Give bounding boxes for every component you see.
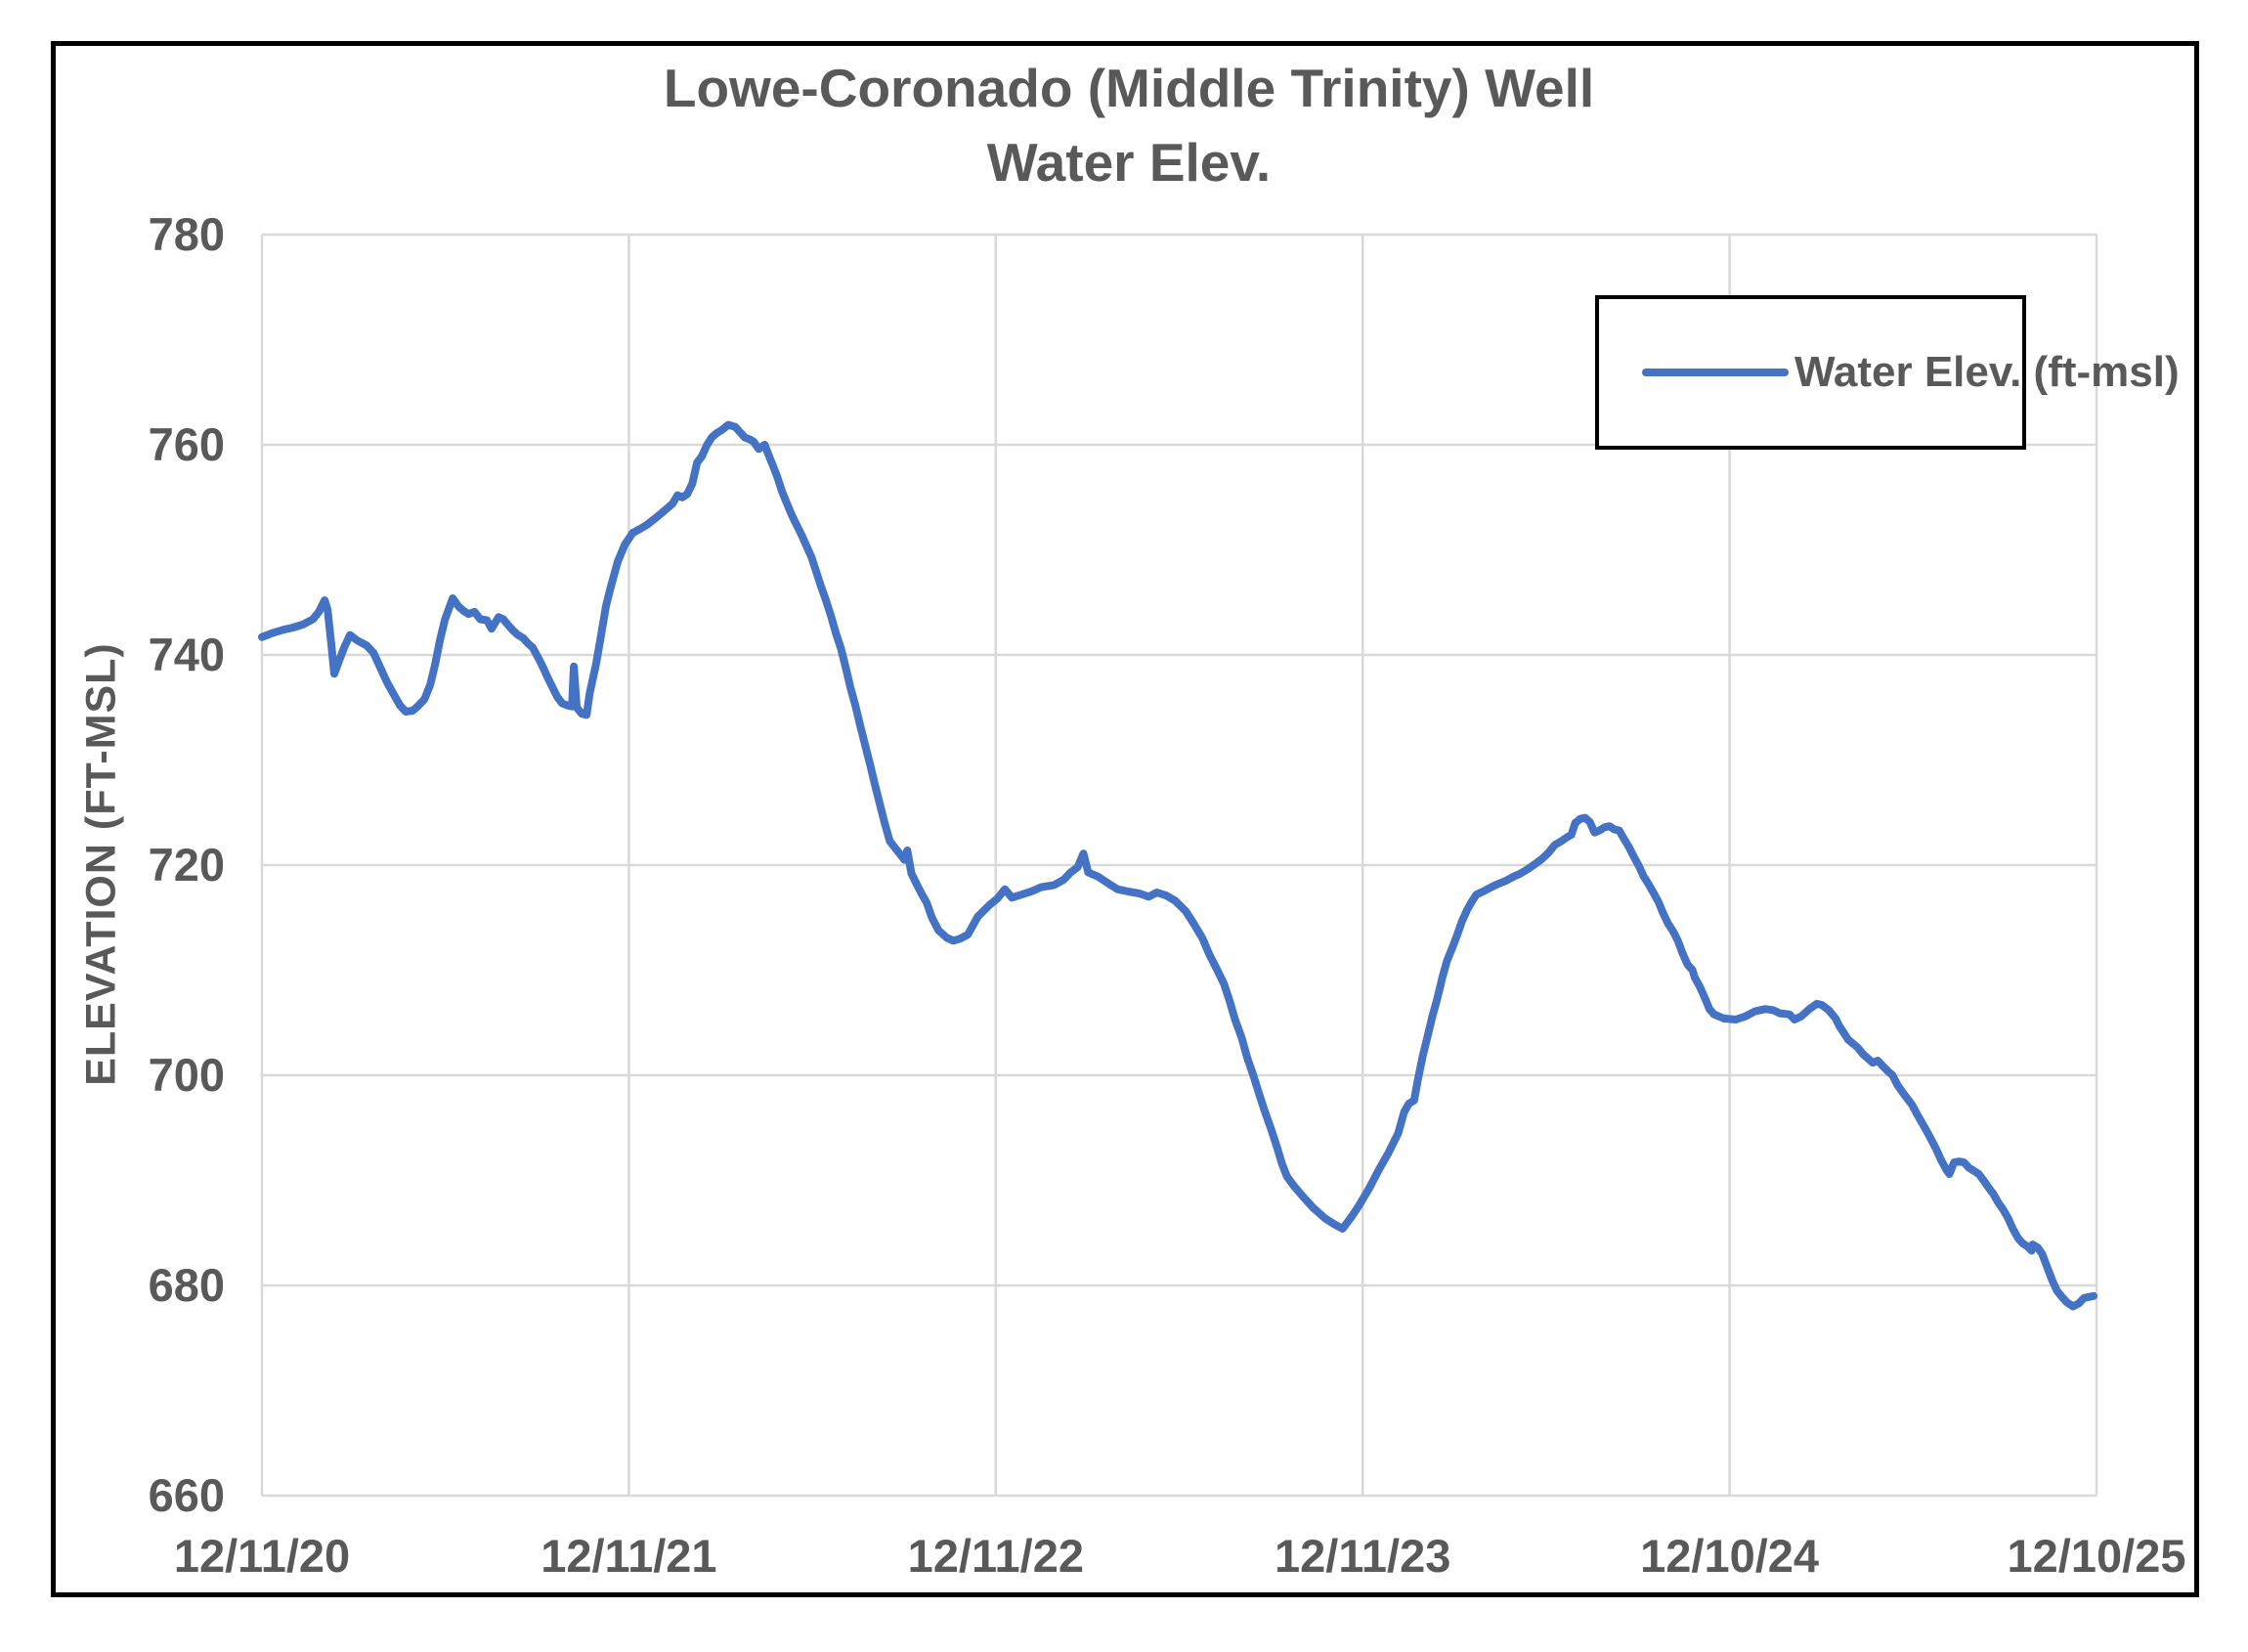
chart-subtitle: Water Elev. (986, 132, 1272, 193)
legend-label: Water Elev. (ft-msl) (1794, 348, 2180, 396)
y-tick-label-760: 760 (148, 418, 225, 470)
gridlines (260, 233, 2098, 1498)
x-tick-label-12/11/23: 12/11/23 (1275, 1530, 1451, 1582)
x-tick-label-12/11/22: 12/11/22 (907, 1530, 1084, 1582)
y-tick-label-660: 660 (148, 1469, 225, 1521)
chart-title-block: Lowe-Coronado (Middle Trinity) Well Wate… (293, 51, 1965, 199)
y-tick-label-780: 780 (148, 208, 225, 260)
chart-title: Lowe-Coronado (Middle Trinity) Well (663, 58, 1595, 118)
y-tick-label-720: 720 (148, 839, 225, 891)
y-tick-label-740: 740 (148, 629, 225, 680)
y-tick-label-700: 700 (148, 1049, 225, 1101)
x-tick-label-12/10/24: 12/10/24 (1640, 1530, 1820, 1582)
y-tick-label-680: 680 (148, 1259, 225, 1311)
legend-line-marker (1642, 369, 1789, 376)
x-tick-label-12/10/25: 12/10/25 (2007, 1530, 2186, 1582)
x-tick-label-12/11/20: 12/11/20 (173, 1530, 351, 1582)
legend: Water Elev. (ft-msl) (1595, 295, 2180, 450)
x-tick-label-12/11/21: 12/11/21 (540, 1530, 717, 1582)
series-line-Water Elev. (ft-msl) (258, 420, 2097, 1311)
series-line (258, 420, 2097, 1311)
